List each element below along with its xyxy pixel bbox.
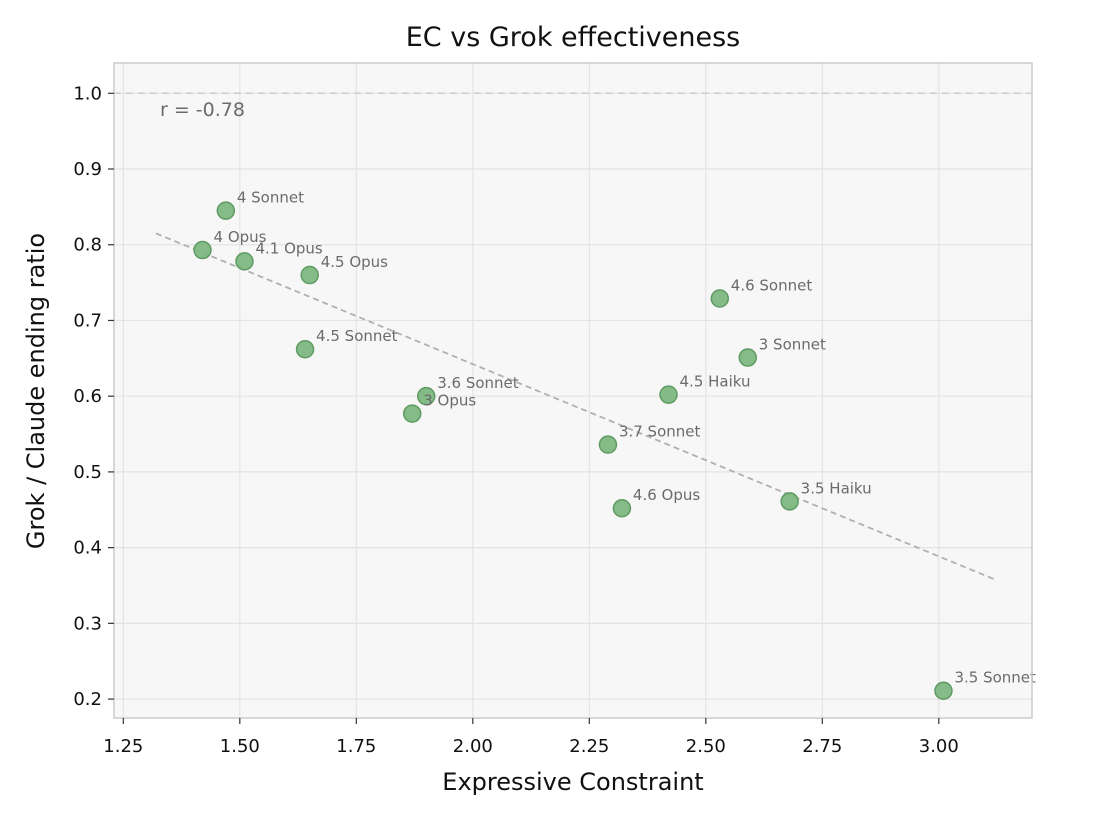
data-point [300, 265, 319, 285]
y-tick-label: 0.6 [73, 386, 102, 407]
x-tick-label: 2.50 [686, 736, 726, 757]
x-tick-label: 2.25 [569, 736, 609, 757]
data-point [402, 404, 422, 423]
point-label: 4.5 Sonnet [316, 327, 398, 345]
point-label: 3.7 Sonnet [619, 423, 701, 441]
point-label: 4 Opus [214, 228, 267, 246]
data-point [659, 385, 678, 404]
data-point [295, 339, 315, 359]
data-point [235, 252, 254, 271]
x-tick-label: 2.00 [453, 736, 493, 757]
point-label: 3 Opus [423, 392, 476, 410]
point-label: 4.6 Sonnet [731, 276, 813, 294]
y-tick-label: 1.0 [73, 83, 102, 104]
x-tick-label: 3.00 [919, 736, 959, 757]
plot-area [114, 63, 1032, 718]
data-point [598, 435, 618, 454]
y-tick-label: 0.9 [73, 159, 102, 180]
y-tick-label: 0.8 [73, 235, 102, 256]
point-label: 4.5 Haiku [680, 373, 751, 391]
data-point [934, 681, 953, 700]
point-label: 4.6 Opus [633, 486, 700, 504]
point-label: 3.6 Sonnet [437, 374, 519, 392]
x-tick-label: 2.75 [802, 736, 842, 757]
chart-title: EC vs Grok effectiveness [406, 22, 741, 53]
y-tick-label: 0.3 [73, 613, 102, 634]
plot-frame [113, 62, 1033, 719]
data-point [416, 386, 436, 406]
x-tick-label: 1.25 [103, 736, 143, 757]
y-axis-label: Grok / Claude ending ratio [22, 233, 50, 549]
data-point [216, 201, 236, 220]
point-label: 4 Sonnet [237, 189, 304, 207]
data-point [193, 240, 212, 260]
data-point [710, 289, 730, 308]
point-label: 4.1 Opus [255, 239, 322, 257]
y-tick-label: 0.4 [73, 538, 102, 559]
x-axis-ticks: 1.25 1.50 1.75 2.00 2.25 2.50 2.75 3.00 [103, 718, 959, 757]
point-label: 4.5 Opus [321, 253, 388, 271]
data-point [738, 348, 757, 367]
trend-line [155, 232, 996, 581]
y-tick-label: 0.7 [73, 310, 102, 331]
data-points [193, 201, 953, 700]
point-label: 3.5 Sonnet [954, 669, 1036, 687]
y-tick-label: 0.5 [73, 462, 102, 483]
x-axis-label: Expressive Constraint [442, 768, 703, 796]
trendline-group [155, 232, 996, 581]
point-label: 3 Sonnet [759, 336, 826, 354]
x-tick-label: 1.75 [336, 736, 376, 757]
correlation-annotation: r = -0.78 [160, 99, 245, 121]
point-label: 3.5 Haiku [801, 479, 872, 497]
data-point [780, 492, 799, 511]
y-tick-label: 0.2 [73, 689, 102, 710]
data-point [612, 498, 632, 518]
x-tick-label: 1.50 [220, 736, 260, 757]
y-axis-ticks: 0.2 0.3 0.4 0.5 0.6 0.7 0.8 0.9 1.0 [73, 83, 114, 710]
